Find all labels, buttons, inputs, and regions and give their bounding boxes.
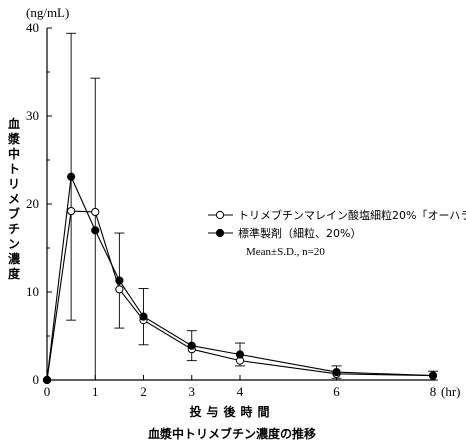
data-point-series-2 — [428, 371, 438, 380]
y-unit-label: (ng/mL) — [26, 5, 69, 20]
y-tick-label: 30 — [26, 108, 39, 123]
y-tick-label: 10 — [26, 284, 39, 299]
x-ticks: 0 1 2 3 4 6 8 — [44, 375, 437, 399]
data-point-series-2 — [235, 350, 245, 359]
y-tick-label: 20 — [26, 196, 39, 211]
y-tick-label: 40 — [26, 20, 39, 35]
data-point-series-2 — [115, 276, 124, 285]
chart-caption: 血漿中トリメブチン濃度の推移 — [148, 426, 316, 441]
legend-label-open: トリメブチンマレイン酸塩細粒20%「オーハラ」 — [238, 208, 466, 222]
x-axis-title: 投与後時間 — [189, 404, 274, 419]
y-ticks: 0 10 20 30 40 — [26, 20, 52, 387]
legend-marker-filled — [215, 228, 225, 238]
data-point-series-1 — [115, 285, 124, 294]
data-point-series-1 — [67, 206, 76, 216]
data-point-series-1 — [91, 207, 100, 217]
legend: トリメブチンマレイン酸塩細粒20%「オーハラ」 標準製剤（細粒、20%） Mea… — [208, 208, 466, 258]
x-tick-label: 0 — [44, 384, 51, 399]
x-unit-label: (hr) — [441, 384, 461, 399]
legend-label-filled: 標準製剤（細粒、20%） — [238, 226, 361, 240]
data-point-series-2 — [187, 341, 196, 350]
series-markers — [42, 172, 438, 385]
data-point-series-2 — [42, 375, 52, 385]
x-tick-label: 8 — [430, 384, 437, 399]
x-tick-label: 6 — [333, 384, 340, 399]
legend-marker-open — [215, 210, 225, 220]
data-point-series-2 — [91, 226, 100, 235]
data-point-series-2 — [332, 367, 341, 377]
x-tick-label: 3 — [189, 384, 196, 399]
y-axis-title: 血漿中トリメブチン濃度 — [7, 116, 21, 281]
legend-note: Mean±S.D., n=20 — [246, 246, 325, 258]
y-tick-label: 0 — [33, 372, 40, 387]
data-point-series-2 — [67, 172, 76, 181]
x-tick-label: 2 — [140, 384, 147, 399]
error-bars — [66, 32, 438, 381]
x-tick-label: 1 — [92, 384, 99, 399]
x-tick-label: 4 — [237, 384, 244, 399]
data-point-series-2 — [139, 312, 148, 321]
